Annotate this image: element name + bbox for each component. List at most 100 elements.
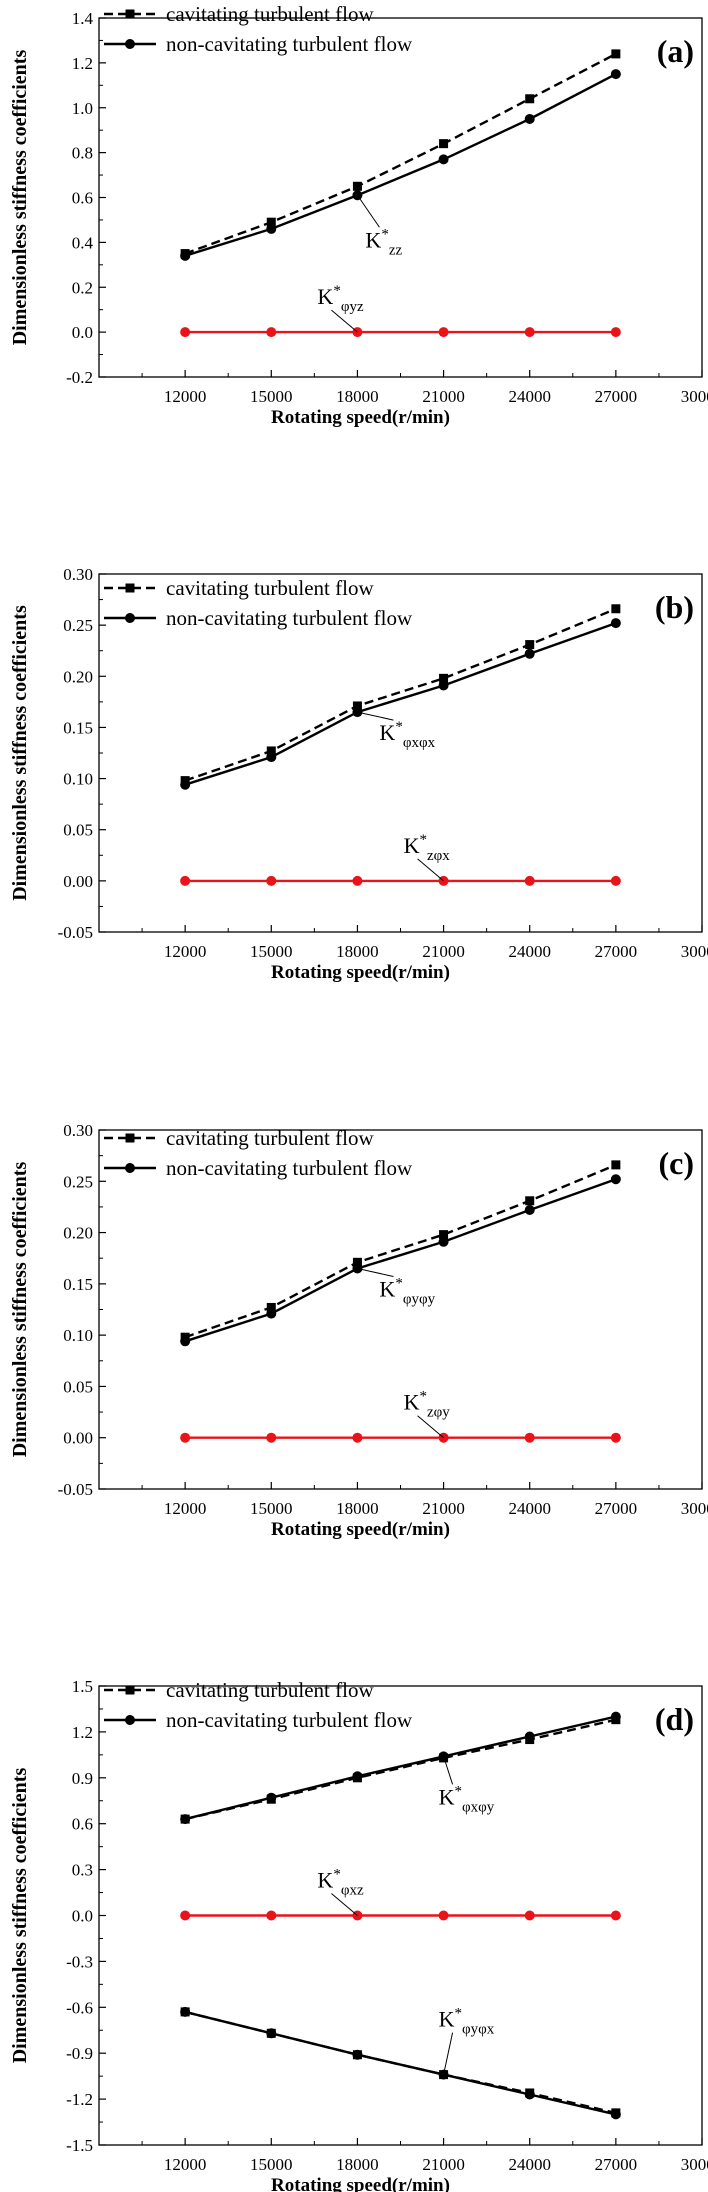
data-point-circle — [524, 648, 535, 659]
panel-b: -0.05 0.00 0.05 0.10 0.15 0.20 0.25 0.30 12000 15… — [9, 565, 708, 983]
panel-label: (b) — [655, 589, 694, 625]
y-axis-label: Dimensionless stiffness coefficients — [9, 50, 31, 346]
panel-label: (c) — [658, 1145, 694, 1181]
y-tick-label: 0.4 — [72, 233, 94, 252]
panel-c: -0.05 0.00 0.05 0.10 0.15 0.20 0.25 0.30 12000 15… — [9, 1121, 708, 1540]
data-point-circle — [524, 1432, 535, 1443]
annotation-text: K*φyφx — [439, 2006, 495, 2038]
data-point-square — [352, 1257, 362, 1267]
legend-text: cavitating turbulent flow — [166, 1678, 374, 1702]
legend-item: non-cavitating turbulent flow — [104, 32, 413, 56]
annotation-text: K*φyz — [317, 283, 364, 315]
data-point-circle — [180, 1336, 191, 1347]
data-point-circle — [610, 1711, 621, 1722]
panel-label: (a) — [657, 33, 694, 69]
data-point-circle — [610, 1432, 621, 1443]
annotation-leader — [331, 309, 358, 333]
legend-item: non-cavitating turbulent flow — [104, 606, 413, 630]
data-point-circle — [180, 250, 191, 261]
data-point-square — [525, 640, 535, 650]
data-point-circle — [438, 327, 449, 338]
data-point-circle — [180, 327, 191, 338]
x-axis-label: Rotating speed(r/min) — [271, 2175, 450, 2192]
y-tick-label: 0.00 — [63, 872, 93, 891]
series-2 — [180, 327, 621, 338]
panel-label: (d) — [655, 1701, 694, 1737]
data-point-circle — [266, 223, 277, 234]
y-tick-label: 0.0 — [72, 1907, 93, 1926]
annotation-text: K*zφx — [404, 832, 451, 864]
x-tick-label: 12000 — [164, 387, 207, 406]
data-point-circle — [610, 327, 621, 338]
x-tick-label: 30000 — [681, 387, 708, 406]
series-line — [184, 1715, 617, 1821]
annotation-leader — [357, 1267, 394, 1277]
x-tick-label: 24000 — [508, 1499, 551, 1518]
y-tick-label: 0.10 — [63, 770, 93, 789]
data-point-circle — [524, 875, 535, 886]
legend-item: non-cavitating turbulent flow — [104, 1156, 413, 1180]
series-2 — [180, 875, 621, 886]
data-point-square — [439, 139, 449, 149]
legend-marker-circle — [125, 1715, 135, 1725]
y-tick-label: 0.25 — [63, 1172, 93, 1191]
panel-d: -1.5 -1.2 -0.9 -0.6 -0.3 0.0 0.3 0.6 0.9 1.2 1.5 12… — [9, 1677, 708, 2192]
legend-item: cavitating turbulent flow — [104, 576, 374, 600]
data-point-circle — [524, 1910, 535, 1921]
data-point-circle — [352, 1771, 363, 1782]
x-tick-label: 30000 — [681, 2155, 708, 2174]
y-tick-label: -0.3 — [66, 1952, 93, 1971]
data-point-circle — [180, 875, 191, 886]
legend-text: cavitating turbulent flow — [166, 2, 374, 26]
x-axis-label: Rotating speed(r/min) — [271, 962, 450, 983]
y-tick-label: 0.25 — [63, 616, 93, 635]
legend-marker-square — [125, 583, 135, 593]
x-tick-label: 27000 — [595, 387, 638, 406]
data-point-circle — [352, 875, 363, 886]
series-line — [184, 621, 617, 786]
data-point-circle — [180, 2006, 191, 2017]
legend-marker-circle — [125, 39, 135, 49]
annotation-label: K*φxφy — [439, 1756, 495, 1815]
data-point-circle — [266, 327, 277, 338]
data-point-circle — [524, 1731, 535, 1742]
y-tick-label: -1.5 — [66, 2136, 93, 2155]
x-tick-label: 18000 — [336, 1499, 379, 1518]
legend-item: cavitating turbulent flow — [104, 1126, 374, 1150]
data-point-circle — [180, 1432, 191, 1443]
panel-a: -0.2 0.0 0.2 0.4 0.6 0.8 1.0 1.2 1.4 12000 15000 18… — [9, 2, 708, 428]
data-point-circle — [524, 327, 535, 338]
data-point-square — [266, 217, 276, 227]
data-point-circle — [524, 2089, 535, 2100]
x-tick-label: 24000 — [508, 942, 551, 961]
plot-frame — [98, 1129, 703, 1490]
data-point-circle — [352, 2049, 363, 2060]
data-point-square — [525, 94, 535, 104]
annotation-label: K*zφx — [404, 832, 451, 882]
data-point-square — [352, 701, 362, 711]
x-tick-label: 21000 — [422, 387, 465, 406]
series-2 — [180, 1910, 621, 1921]
x-tick-label: 15000 — [250, 942, 293, 961]
legend-marker-circle — [125, 1163, 135, 1173]
legend-text: non-cavitating turbulent flow — [166, 32, 413, 56]
y-tick-label: 0.20 — [63, 667, 93, 686]
data-point-circle — [266, 875, 277, 886]
data-point-square — [439, 673, 449, 683]
data-point-square — [611, 49, 621, 59]
y-tick-label: 0.6 — [72, 189, 93, 208]
x-tick-label: 21000 — [422, 1499, 465, 1518]
legend-marker-square — [125, 1685, 135, 1695]
y-axis-label: Dimensionless stiffness coefficients — [9, 605, 31, 901]
legend-item: non-cavitating turbulent flow — [104, 1708, 413, 1732]
x-axis-label: Rotating speed(r/min) — [271, 407, 450, 428]
legend-item: cavitating turbulent flow — [104, 2, 374, 26]
legend-text: non-cavitating turbulent flow — [166, 1708, 413, 1732]
x-tick-label: 27000 — [595, 2155, 638, 2174]
y-tick-label: 0.2 — [72, 278, 93, 297]
y-tick-label: -0.6 — [66, 1998, 93, 2017]
data-point-circle — [352, 1432, 363, 1443]
legend-text: cavitating turbulent flow — [166, 576, 374, 600]
data-point-circle — [180, 1814, 191, 1825]
x-tick-label: 30000 — [681, 1499, 708, 1518]
